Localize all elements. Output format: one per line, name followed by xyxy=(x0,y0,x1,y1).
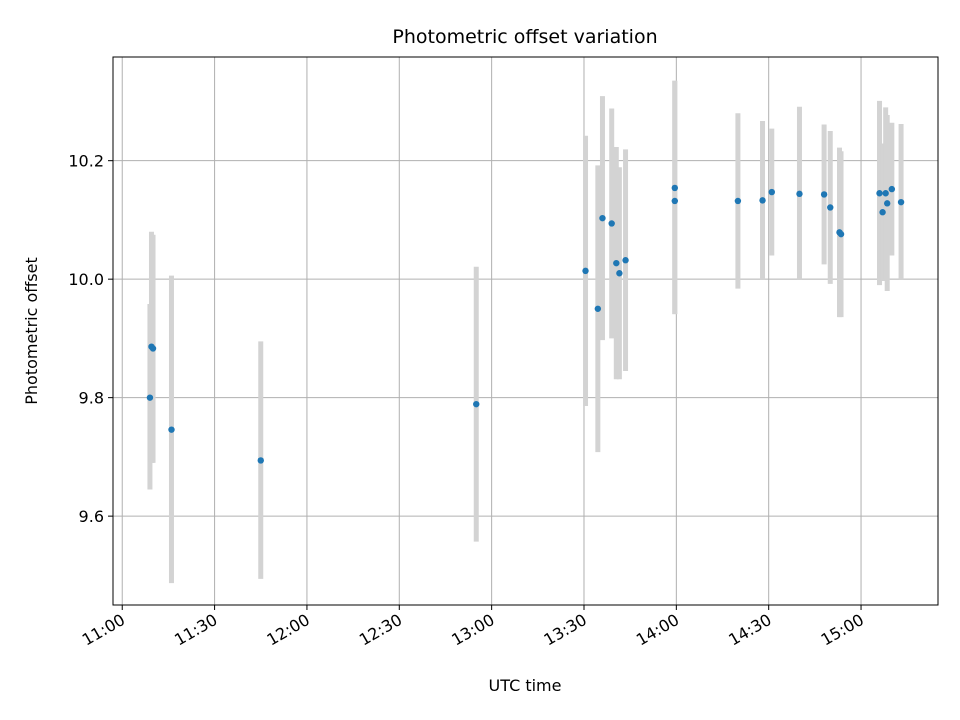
x-tick-label: 13:30 xyxy=(541,610,590,650)
x-tick-label: 15:00 xyxy=(818,610,867,650)
data-point xyxy=(820,191,828,198)
y-tick-label: 9.6 xyxy=(79,507,104,526)
data-point xyxy=(473,400,480,408)
data-point xyxy=(146,394,154,401)
y-tick-label: 10.0 xyxy=(68,270,104,289)
errorbars xyxy=(147,80,904,584)
data-point xyxy=(671,197,679,205)
data-point xyxy=(876,190,883,197)
y-tick-label: 9.8 xyxy=(79,389,104,408)
x-tick-label: 11:30 xyxy=(171,610,220,650)
chart-title: Photometric offset variation xyxy=(392,26,657,48)
data-point xyxy=(582,267,589,275)
data-point xyxy=(879,209,886,216)
data-point xyxy=(613,259,620,267)
data-point xyxy=(897,198,905,206)
x-tick-label: 12:30 xyxy=(356,610,405,650)
x-axis-title: UTC time xyxy=(489,676,562,695)
x-tick-label: 14:00 xyxy=(633,610,682,650)
x-tick-label: 14:30 xyxy=(725,610,774,650)
data-point xyxy=(622,257,629,264)
x-tick-label: 12:00 xyxy=(264,610,313,650)
plot-frame xyxy=(112,56,939,606)
data-point xyxy=(827,204,834,211)
x-tick-label: 13:00 xyxy=(448,610,497,650)
x-tick-label: 11:00 xyxy=(79,610,128,650)
data-point xyxy=(599,214,606,222)
data-points xyxy=(146,184,905,464)
data-point xyxy=(608,220,615,227)
y-tick-label: 10.2 xyxy=(68,152,104,171)
data-point xyxy=(149,345,157,352)
grid xyxy=(113,57,938,605)
data-point xyxy=(759,197,766,204)
data-point xyxy=(882,190,889,197)
data-point xyxy=(671,184,679,192)
y-axis-title: Photometric offset xyxy=(22,257,41,405)
data-point xyxy=(257,457,264,464)
data-point xyxy=(888,185,896,193)
x-axis-ticks: 11:00 11:30 12:00 12:30 13:00 13:30 14:00 14:30… xyxy=(79,605,867,650)
data-point xyxy=(168,426,175,433)
data-point xyxy=(837,230,845,238)
y-axis-ticks: 9.6 9.8 10.0 10.2 xyxy=(68,152,113,526)
data-point xyxy=(768,188,775,196)
data-point xyxy=(594,305,602,312)
data-point xyxy=(734,197,742,205)
data-point xyxy=(796,190,803,198)
data-point xyxy=(616,270,623,277)
data-point xyxy=(884,200,891,207)
